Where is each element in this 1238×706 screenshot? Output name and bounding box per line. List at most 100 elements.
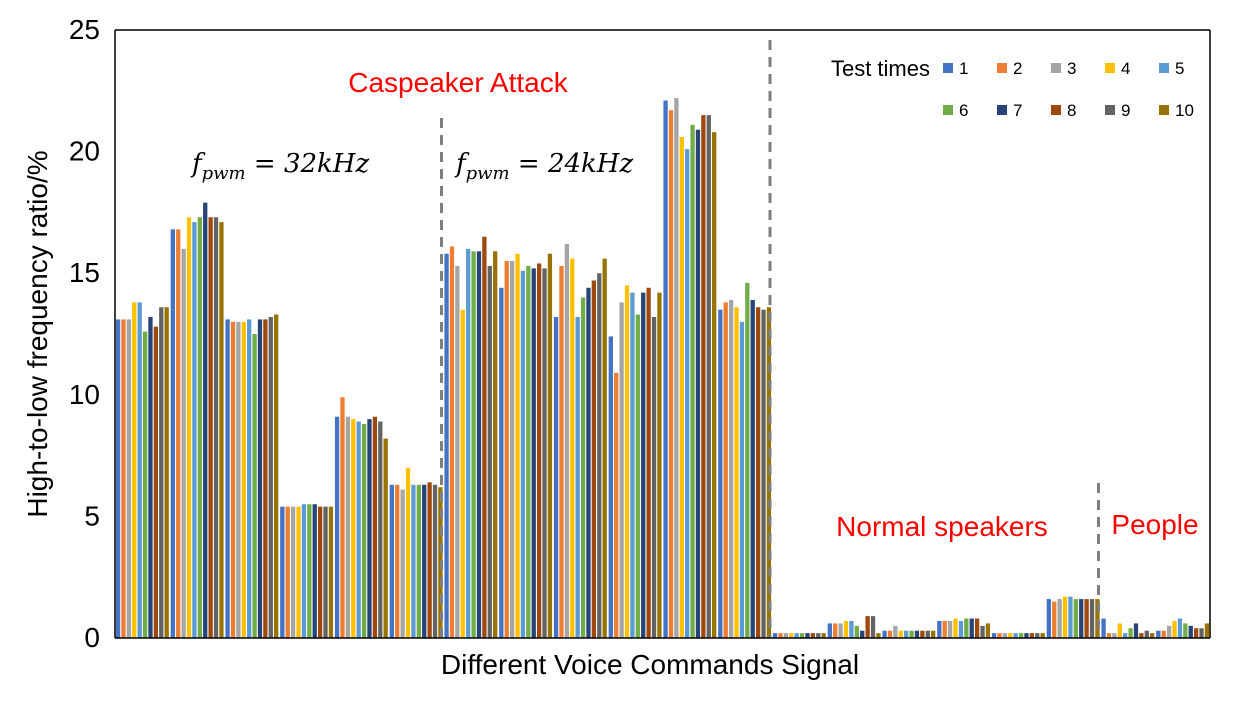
y-tick-label: 0 [84, 622, 100, 653]
bar [870, 616, 876, 638]
bar [340, 397, 345, 638]
legend-swatch [1159, 105, 1169, 115]
bar [400, 489, 405, 638]
fpwm-24khz-annotation: fpwm = 24kHz [454, 149, 633, 184]
bar [635, 314, 640, 638]
bar [301, 504, 307, 638]
bar [810, 633, 816, 638]
normal-speakers-annotation: Normal speakers [836, 511, 1048, 542]
x-axis-label: Different Voice Commands Signal [441, 649, 859, 680]
bar [1029, 633, 1035, 638]
bar [1018, 633, 1024, 638]
bar [290, 506, 296, 638]
bar [947, 620, 953, 638]
bar [690, 124, 695, 639]
people-annotation: People [1111, 509, 1198, 540]
bar [1040, 633, 1045, 638]
bar [444, 253, 449, 639]
legend-label: 1 [959, 59, 968, 78]
bar [920, 630, 925, 638]
bar [619, 302, 624, 638]
bar [964, 618, 969, 638]
y-tick-label: 15 [69, 257, 100, 288]
bar [816, 633, 821, 638]
bar [591, 280, 597, 638]
bar [1183, 623, 1188, 638]
bar [608, 336, 613, 638]
bar [685, 149, 690, 639]
bar [164, 307, 169, 638]
bar [953, 618, 958, 638]
bar [974, 618, 980, 638]
bar [706, 115, 711, 639]
bar [909, 630, 914, 638]
bar [317, 506, 323, 638]
fpwm-24-rest: = 24kHz [510, 149, 634, 179]
bar [876, 633, 881, 638]
bar [1204, 623, 1210, 638]
y-tick-label: 20 [69, 136, 100, 167]
bar [641, 292, 646, 638]
legend-swatch [1105, 63, 1115, 73]
bar [695, 129, 701, 638]
bar [296, 506, 301, 638]
bar [750, 299, 755, 638]
bar [575, 316, 580, 638]
bar [356, 421, 361, 638]
bar [646, 287, 651, 638]
bar [624, 285, 630, 638]
bar [614, 372, 619, 638]
bars-layer [115, 98, 1210, 639]
bar [531, 268, 536, 638]
bar [1101, 618, 1106, 638]
legend-label: 7 [1013, 101, 1022, 120]
bar [432, 484, 438, 638]
bar [958, 620, 964, 638]
bar [854, 625, 859, 638]
bar [1013, 633, 1018, 638]
bar [674, 98, 679, 639]
bar [1106, 633, 1112, 638]
bar [925, 630, 930, 638]
bar [416, 484, 421, 638]
bar [1112, 633, 1117, 638]
fpwm-32-rest: = 32kHz [246, 149, 370, 179]
legend-label: 6 [959, 101, 968, 120]
bar [1062, 596, 1068, 638]
bar [526, 265, 531, 638]
fpwm-32khz-annotation: fpwm = 32kHz [190, 149, 369, 184]
bar [887, 630, 893, 638]
bar [334, 416, 340, 638]
bar [1084, 599, 1089, 638]
bar [395, 484, 400, 638]
bar [542, 268, 547, 638]
fpwm-24-sub: pwm [466, 163, 510, 184]
bar [148, 316, 153, 638]
bar [712, 132, 717, 638]
bar [745, 282, 750, 638]
legend-label: 10 [1175, 101, 1194, 120]
bar [280, 506, 285, 638]
bar [487, 265, 492, 638]
bar [1150, 633, 1155, 638]
y-axis-label: High-to-low frequency ratio/% [22, 150, 53, 517]
bar [1089, 599, 1095, 638]
bar [755, 307, 761, 638]
bar [460, 309, 465, 638]
legend-label: 8 [1067, 101, 1076, 120]
dividers-layer [440, 40, 1100, 638]
bar [728, 299, 734, 638]
bar [197, 217, 202, 638]
bar [580, 297, 586, 638]
legend-swatch [943, 63, 953, 73]
legend-label: 5 [1175, 59, 1184, 78]
bar [1139, 633, 1144, 638]
legend-swatch [997, 63, 1007, 73]
bar [1161, 630, 1166, 638]
y-tick-label: 5 [84, 500, 100, 531]
bar [882, 630, 887, 638]
bar [455, 265, 460, 638]
bar [1123, 633, 1128, 638]
bar [668, 110, 674, 638]
bar [997, 633, 1002, 638]
